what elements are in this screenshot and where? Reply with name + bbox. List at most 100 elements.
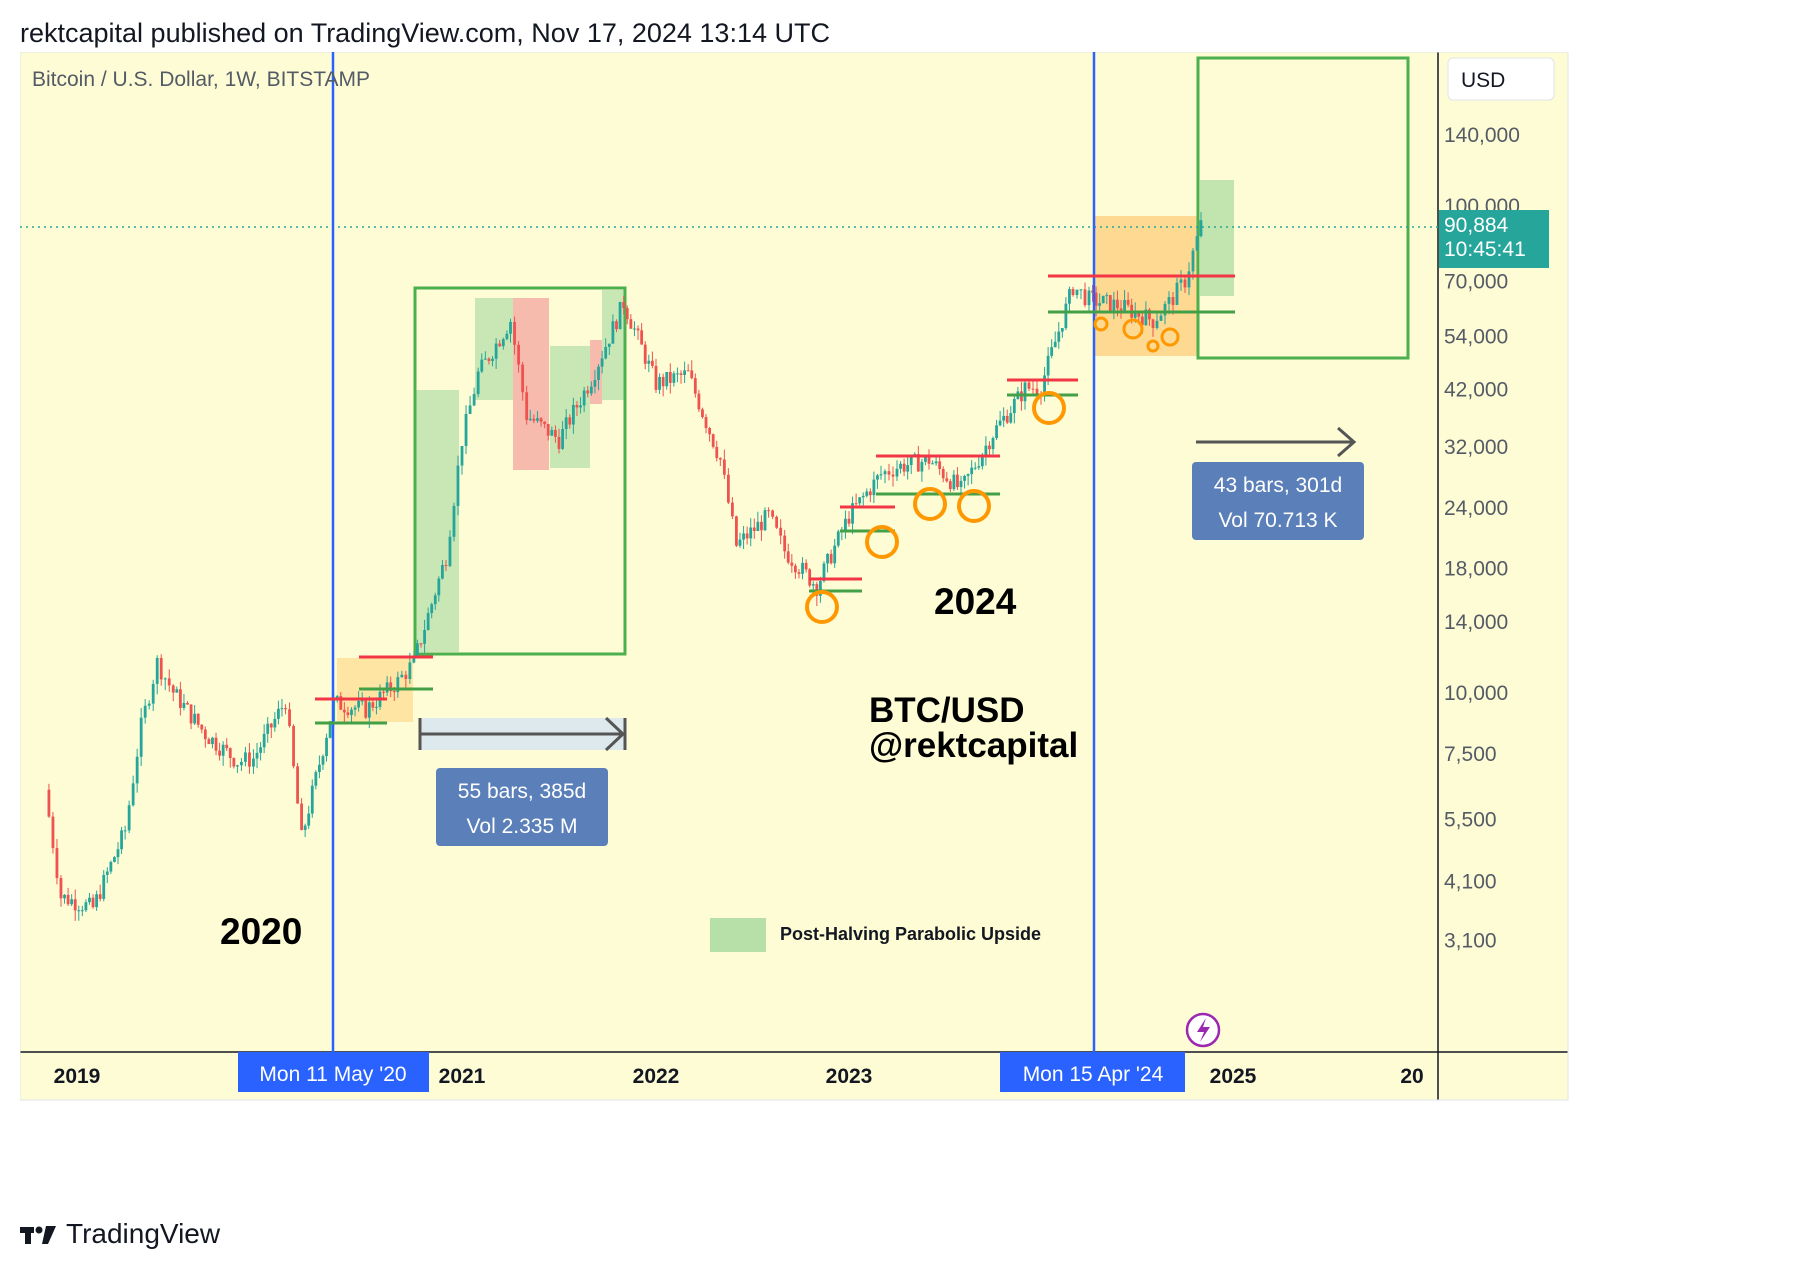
- candle-body: [182, 702, 186, 709]
- candle-body: [105, 871, 109, 875]
- candle-body: [472, 394, 476, 406]
- candle-body: [931, 463, 934, 465]
- candle-body: [1195, 236, 1199, 251]
- retest-circle: [957, 489, 991, 523]
- candle-body: [1087, 290, 1091, 306]
- price-chart[interactable]: 55 bars, 385d Vol 2.335 M 43 bars, 301d …: [19, 51, 1782, 1200]
- candle-body: [887, 471, 891, 475]
- candle-body: [749, 527, 753, 539]
- candle-body: [793, 565, 797, 573]
- green-zone-1: [415, 390, 459, 652]
- candle-body: [277, 708, 280, 719]
- candle-body: [389, 682, 393, 692]
- candle-body: [163, 678, 167, 680]
- candle-body: [1123, 299, 1126, 311]
- candle-body: [742, 533, 745, 540]
- measure-vol-1: Vol 2.335 M: [467, 815, 578, 838]
- candle-body: [171, 685, 175, 693]
- retest-circle: [913, 487, 947, 521]
- measure-bars-2: 43 bars, 301d: [1214, 474, 1342, 497]
- measure-tool-1: [418, 716, 627, 752]
- candle-body: [735, 516, 738, 546]
- halving-date-label-2024: [1000, 1052, 1185, 1092]
- candle-body: [416, 643, 419, 656]
- candle-body: [1151, 319, 1155, 328]
- time-tick-label: 2019: [54, 1065, 101, 1088]
- measure-bars-1: 55 bars, 385d: [458, 780, 586, 803]
- candle-body: [325, 737, 328, 757]
- currency-button-label[interactable]: USD: [1461, 69, 1505, 92]
- candle-body: [554, 429, 557, 437]
- candle-body: [364, 700, 368, 718]
- candle-body: [430, 604, 434, 614]
- candle-body: [876, 475, 879, 480]
- candle-body: [895, 468, 899, 477]
- time-tick-label: 2023: [826, 1065, 873, 1088]
- tradingview-brand[interactable]: TradingView: [20, 1218, 220, 1250]
- candle-body: [509, 321, 512, 334]
- price-tick-label: 10,000: [1444, 682, 1508, 705]
- candle-body: [335, 696, 339, 699]
- candle-body: [568, 417, 572, 425]
- green-zone-3: [550, 346, 590, 468]
- currency-button[interactable]: [1447, 57, 1555, 101]
- chart-panel[interactable]: 55 bars, 385d Vol 2.335 M 43 bars, 301d …: [19, 51, 1782, 1200]
- candle-body: [1105, 295, 1109, 297]
- candle-body: [868, 491, 872, 496]
- candle-body: [872, 479, 876, 496]
- candle-body: [640, 330, 644, 345]
- candle-body: [973, 467, 977, 469]
- candle-body: [525, 392, 529, 421]
- lightning-icon[interactable]: [1185, 1012, 1221, 1048]
- candle-body: [155, 657, 159, 684]
- time-tick-label: 2022: [633, 1065, 680, 1088]
- candle-body: [367, 702, 371, 718]
- candle-body: [851, 503, 854, 524]
- candle-body: [600, 358, 604, 367]
- candle-body: [244, 752, 247, 762]
- candle-body: [98, 894, 102, 899]
- candle-body: [959, 480, 963, 488]
- year-annotation-2020: 2020: [220, 911, 302, 952]
- orange-zone-2024: [1093, 216, 1197, 356]
- symbol-legend[interactable]: Bitcoin / U.S. Dollar, 1W, BITSTAMP: [32, 68, 370, 91]
- candle-body: [651, 360, 654, 366]
- candle-body: [284, 708, 287, 710]
- candle-body: [738, 539, 742, 546]
- candle-body: [95, 894, 99, 908]
- bar-countdown: 10:45:41: [1444, 238, 1526, 261]
- candle-body: [476, 371, 480, 395]
- candle-body: [629, 319, 633, 329]
- candle-body: [718, 458, 722, 460]
- candle-body: [452, 505, 456, 537]
- candle-body: [307, 813, 311, 826]
- candle-body: [218, 750, 221, 756]
- candle-body: [1027, 382, 1031, 389]
- candle-body: [988, 445, 991, 450]
- candle-body: [521, 364, 525, 393]
- candle-body: [1133, 311, 1137, 318]
- candle-body: [532, 418, 536, 421]
- candle-body: [771, 510, 775, 517]
- candle-body: [826, 553, 829, 564]
- candle-body: [318, 764, 321, 773]
- candle-body: [679, 373, 683, 375]
- pair-annotation: BTC/USD: [869, 691, 1025, 730]
- candle-body: [858, 497, 862, 504]
- candle-body: [353, 707, 357, 710]
- candle-body: [654, 365, 658, 390]
- candle-body: [328, 721, 332, 738]
- candle-body: [948, 481, 952, 490]
- candle-body: [1155, 320, 1159, 328]
- candle-body: [1079, 289, 1083, 291]
- candle-body: [408, 662, 412, 680]
- candle-body: [116, 849, 120, 858]
- candle-body: [1064, 303, 1068, 329]
- candle-body: [266, 723, 270, 734]
- candle-body: [63, 894, 66, 899]
- candle-body: [77, 910, 81, 912]
- candle-body: [55, 848, 59, 879]
- halving-date-text-2024: Mon 15 Apr '24: [1023, 1063, 1164, 1086]
- candle-body: [550, 429, 554, 436]
- candle-body: [178, 689, 182, 709]
